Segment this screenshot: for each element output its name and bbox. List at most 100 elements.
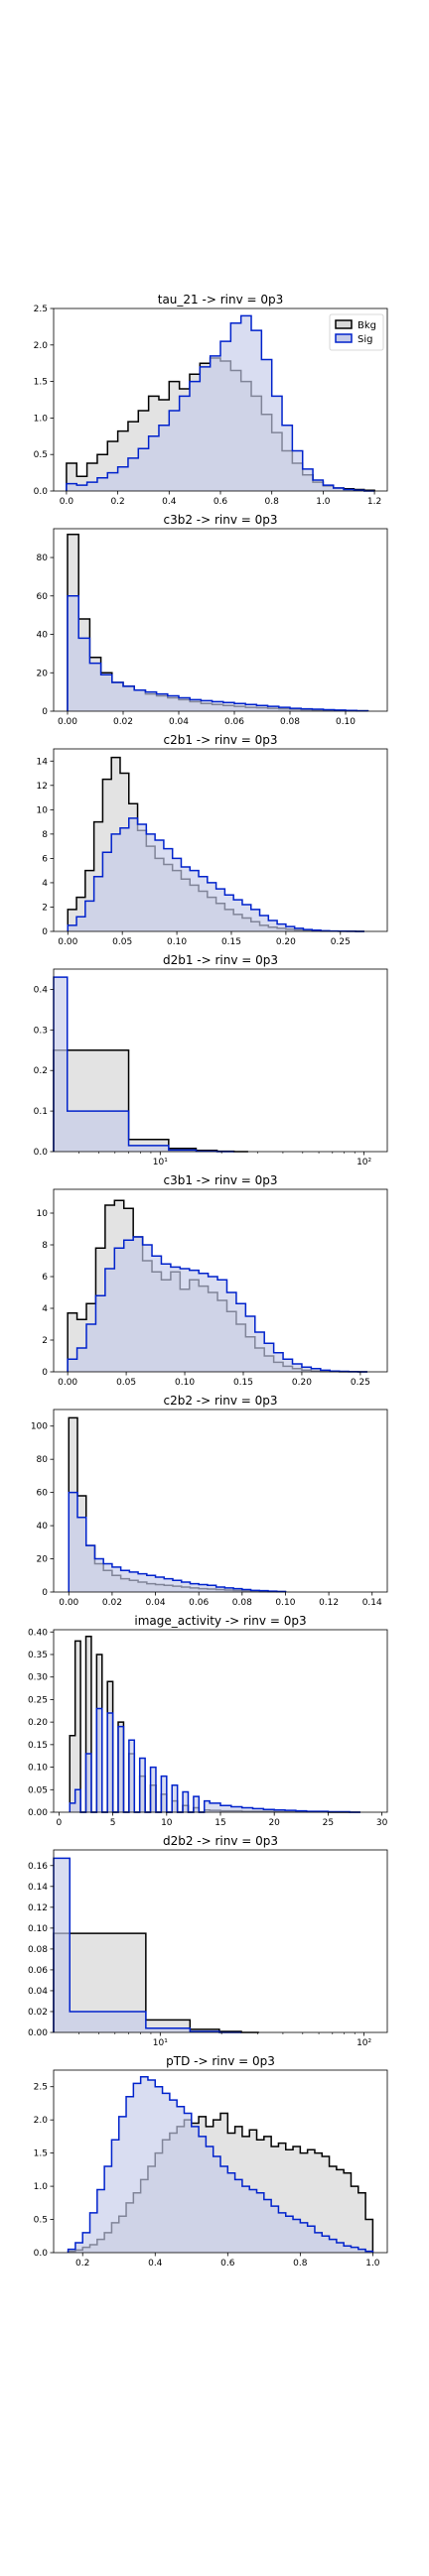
y-tick-label: 0.12 (28, 1903, 48, 1913)
chart-panel-8: d2b2 -> rinv = 0p3 10¹ 10² 0.00 0.02 0.04 0.06… (28, 1834, 388, 2048)
y-tick-label: 0.30 (28, 1673, 48, 1683)
y-tick-label: 0.1 (34, 1107, 48, 1117)
chart-title: c2b1 -> rinv = 0p3 (163, 733, 277, 747)
chart-panel-7: image_activity -> rinv = 0p3 0 5 10 15 20 25 30… (28, 1614, 388, 1828)
x-tick-label: 0.25 (331, 937, 351, 947)
y-tick-label: 10 (37, 1209, 49, 1219)
y-tick-label: 0.0 (34, 2249, 49, 2259)
sig-histogram-fill (68, 817, 364, 931)
y-tick-label: 0.0 (34, 487, 49, 497)
y-tick-label: 4 (42, 879, 48, 889)
x-tick-label: 0.05 (112, 937, 132, 947)
x-tick-label: 0.00 (58, 1378, 77, 1388)
x-tick-label: 0.10 (275, 1598, 295, 1608)
y-tick-label: 40 (37, 631, 49, 641)
x-tick-label: 1.0 (316, 497, 331, 507)
chart-title: tau_21 -> rinv = 0p3 (158, 293, 284, 307)
y-tick-label: 0.10 (28, 1764, 48, 1774)
y-tick-label: 2.0 (34, 341, 49, 351)
sig-histogram-line (53, 976, 234, 1153)
x-tick-label: 0.08 (280, 717, 300, 727)
y-tick-label: 0.08 (28, 1945, 48, 1955)
chart-panel-3: c2b1 -> rinv = 0p3 0.00 0.05 0.10 0.15 0.20 0.… (37, 733, 388, 947)
x-tick-label: 0.20 (292, 1378, 312, 1388)
chart-panel-2: c3b2 -> rinv = 0p3 0.00 0.02 0.04 0.06 0.08 0.… (37, 513, 388, 727)
axes-frame (53, 528, 388, 712)
axes-frame (53, 968, 388, 1153)
x-tick-label: 0.6 (214, 497, 228, 507)
sig-histogram-line (68, 1491, 287, 1593)
x-tick-label: 1.0 (365, 2259, 380, 2269)
y-tick-label: 0.06 (28, 1966, 48, 1976)
chart-title: c3b2 -> rinv = 0p3 (163, 513, 277, 527)
x-tick-label: 0.15 (233, 1378, 253, 1388)
y-tick-label: 0.05 (28, 1785, 48, 1795)
y-tick-label: 60 (37, 1489, 49, 1499)
y-tick-label: 0 (42, 1368, 48, 1378)
y-tick-label: 0.10 (28, 1924, 48, 1934)
sig-histogram-fill (68, 2076, 373, 2253)
y-tick-label: 14 (37, 757, 49, 767)
sig-histogram-line (67, 1236, 367, 1373)
y-tick-label: 0.2 (34, 1066, 48, 1076)
axes-frame (53, 748, 388, 932)
bkg-histogram-fill (54, 1933, 259, 2032)
y-tick-label: 20 (37, 669, 49, 678)
x-tick-label: 0.02 (102, 1598, 122, 1608)
axes-frame (53, 1409, 388, 1593)
y-tick-label: 2 (42, 1336, 48, 1346)
chart-panel-5: c3b1 -> rinv = 0p3 0.00 0.05 0.10 0.15 0.20 0.… (37, 1173, 388, 1388)
y-tick-label: 1.5 (34, 378, 48, 388)
chart-title: d2b2 -> rinv = 0p3 (163, 1834, 278, 1848)
y-tick-label: 0 (42, 707, 48, 717)
x-tick-label: 0.05 (116, 1378, 136, 1388)
chart-panel-1: tau_21 -> rinv = 0p3 0.0 0.2 0.4 0.6 0.8 1.0 1.… (34, 293, 388, 507)
chart-panel-6: c2b2 -> rinv = 0p3 0.00 0.02 0.04 0.06 0.08 0.… (31, 1394, 388, 1608)
chart-title: pTD -> rinv = 0p3 (166, 2054, 275, 2068)
y-tick-label: 6 (42, 854, 48, 864)
x-tick-label: 10 (161, 1818, 173, 1828)
y-tick-label: 0.04 (28, 1987, 48, 1997)
chart-title: c3b1 -> rinv = 0p3 (163, 1173, 277, 1187)
x-tick-label: 0.8 (265, 497, 280, 507)
y-tick-label: 2 (42, 903, 48, 913)
x-tick-label: 0.10 (175, 1378, 195, 1388)
x-tick-label: 10¹ (153, 2038, 168, 2048)
x-tick-label: 0.00 (59, 1598, 78, 1608)
x-tick-label: 0.04 (169, 717, 189, 727)
sig-histogram-line (66, 314, 375, 492)
y-tick-label: 12 (37, 782, 48, 792)
y-tick-label: 0.5 (34, 2216, 48, 2226)
y-tick-label: 80 (37, 553, 49, 563)
chart-panel-4: d2b1 -> rinv = 0p3 10¹ 10² 0.0 0.1 0.2 0.3 0.4 (34, 953, 388, 1167)
sig-histogram-fill (68, 595, 368, 711)
x-tick-label: 0.20 (276, 937, 296, 947)
sig-histogram-line (53, 1857, 242, 2033)
y-tick-label: 0.02 (28, 2008, 48, 2018)
sig-histogram-fill (69, 1492, 286, 1592)
x-tick-label: 0.04 (146, 1598, 166, 1608)
y-tick-label: 1.0 (34, 414, 49, 424)
y-tick-label: 80 (37, 1455, 49, 1465)
sig-histogram-fill (54, 1858, 242, 2032)
sig-histogram-line (67, 2075, 374, 2253)
legend-swatch-bkg (335, 319, 353, 329)
y-tick-label: 0.40 (28, 1628, 48, 1638)
x-tick-label: 0.8 (293, 2259, 308, 2269)
x-tick-label: 0.4 (148, 2259, 163, 2269)
y-tick-label: 1.5 (34, 2149, 48, 2159)
x-tick-label: 0.00 (58, 717, 77, 727)
x-tick-label: 5 (110, 1818, 116, 1828)
sig-histogram-fill (54, 977, 234, 1152)
sig-histogram-fill (70, 1708, 360, 1812)
y-tick-label: 2.5 (34, 2083, 48, 2093)
y-tick-label: 8 (42, 830, 48, 840)
axes-frame (53, 2069, 388, 2254)
x-tick-label: 10² (357, 1158, 371, 1167)
sig-histogram-line (69, 1707, 360, 1813)
x-tick-label: 0 (57, 1818, 63, 1828)
y-tick-label: 2.5 (34, 305, 48, 314)
x-tick-label: 0.0 (60, 497, 74, 507)
legend-label-sig: Sig (358, 334, 372, 345)
